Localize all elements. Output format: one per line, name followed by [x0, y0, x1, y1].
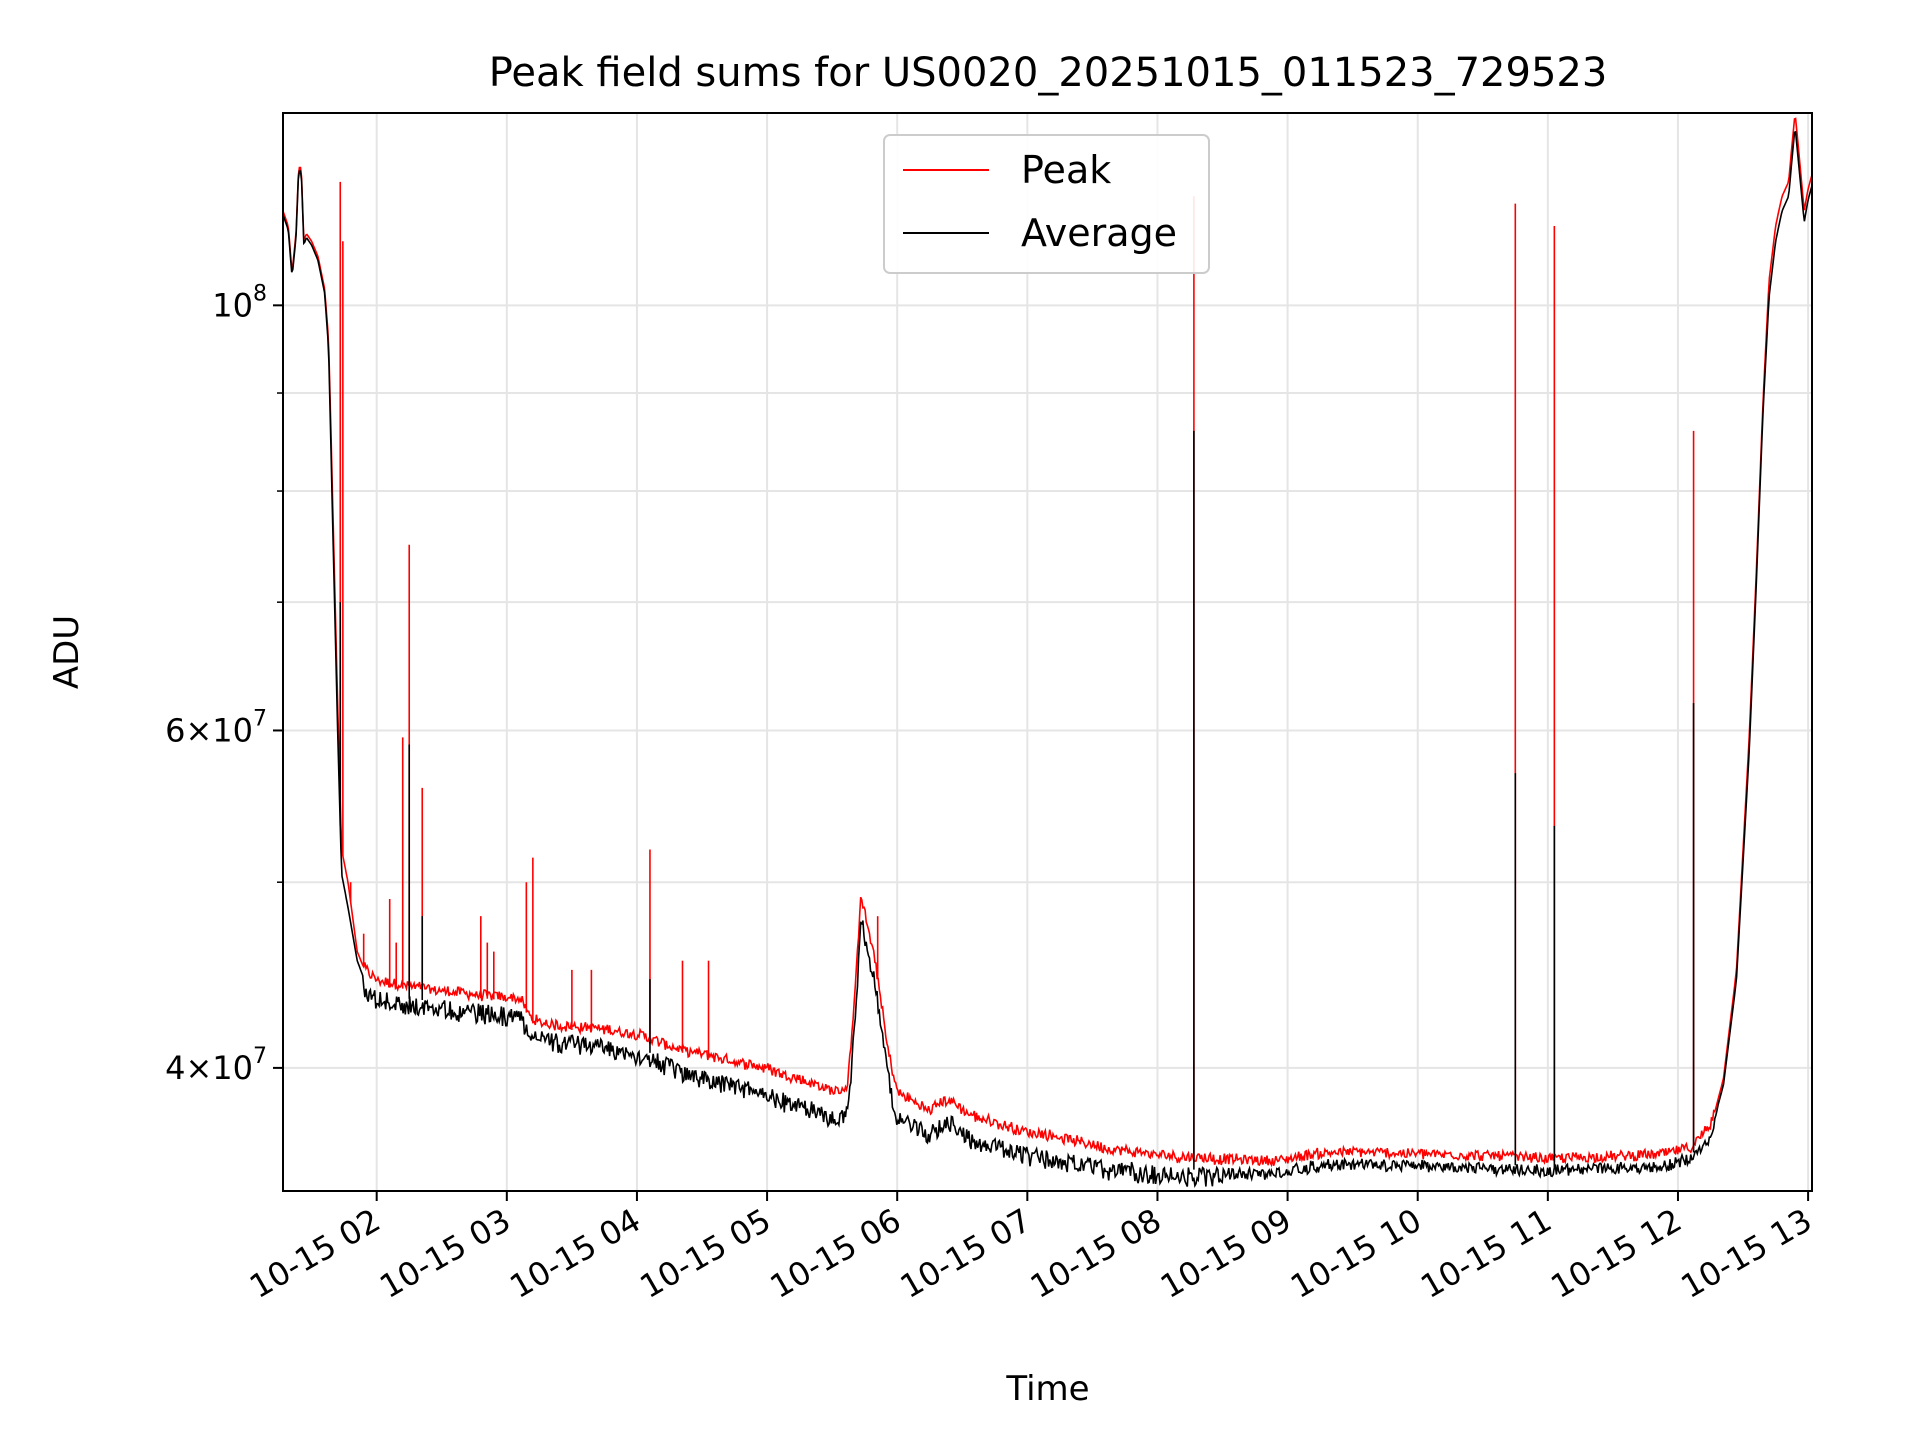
plot-area [283, 117, 1812, 1189]
y-axis: 4×107 6×107 108 [165, 281, 283, 1087]
y-tick-label: 4×107 [165, 1044, 267, 1087]
average-series-line [283, 130, 1812, 1189]
legend-peak-label: Peak [1021, 148, 1111, 192]
y-tick-label: 108 [212, 281, 267, 324]
y-tick-label: 6×107 [165, 706, 267, 749]
grid [283, 113, 1812, 1191]
y-axis-label: ADU [47, 615, 87, 689]
x-axis-label: Time [1005, 1369, 1089, 1409]
chart-title: Peak field sums for US0020_20251015_0115… [489, 50, 1608, 96]
peak-series-line [283, 117, 1812, 1168]
legend-average-label: Average [1021, 211, 1177, 255]
legend: Peak Average [883, 134, 1210, 274]
axes-frame [282, 112, 1813, 1192]
